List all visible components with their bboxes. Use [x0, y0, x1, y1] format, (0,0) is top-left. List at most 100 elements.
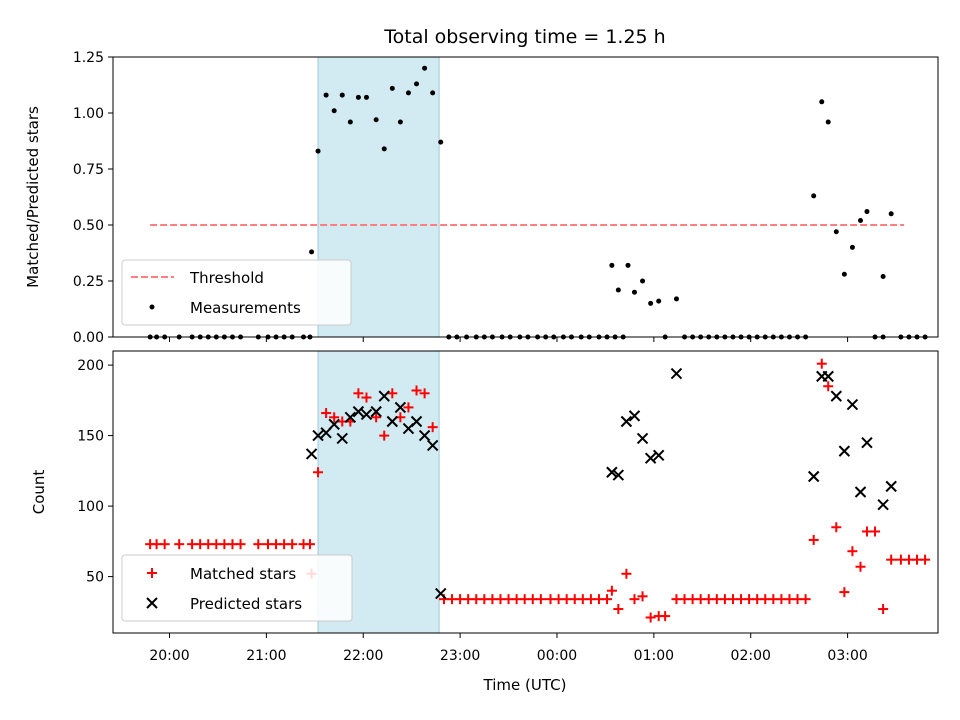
predicted-star-point	[370, 405, 382, 418]
matched-star-point	[353, 388, 364, 399]
measurements-legend-swatch	[149, 304, 155, 310]
y-tick-label: 50	[86, 570, 104, 586]
measurement-point	[438, 139, 444, 145]
measurement-point	[811, 193, 817, 199]
predicted-star-point	[612, 469, 625, 481]
matched-star-point	[637, 591, 648, 602]
top-axes-frame	[112, 56, 939, 338]
matched-star-point	[886, 554, 897, 565]
measurements-legend-label: Measurements	[190, 299, 301, 317]
matched-star-point	[878, 604, 889, 615]
x-tick-label: 01:00	[634, 648, 674, 664]
y-tick-label: 0.75	[73, 162, 104, 178]
chart-title: Total observing time = 1.25 h	[383, 26, 665, 48]
predicted-star-point	[620, 415, 633, 428]
predicted-star-point	[378, 390, 390, 402]
measurement-point	[331, 108, 337, 114]
predicted-star-point	[435, 587, 447, 600]
predicted-star-point	[628, 410, 641, 422]
x-tick-label: 03:00	[827, 648, 867, 664]
matched-star-point	[831, 522, 842, 533]
y-tick-label: 1.25	[73, 50, 104, 66]
matched-star-point	[920, 554, 931, 565]
y-tick-label: 1.00	[73, 106, 104, 122]
bottom-legend: Matched stars Predicted stars	[121, 554, 353, 622]
measurement-point	[414, 81, 420, 87]
matched-stars-legend-swatch	[147, 568, 157, 578]
bottom-legend-box	[121, 554, 353, 622]
bottom-axes-frame	[112, 350, 939, 634]
top-panel: 0.00 0.25 0.50 0.75 1.00 1.25 Matched/Predict…	[24, 50, 939, 346]
predicted-star-point	[644, 452, 657, 464]
measurements-series	[147, 65, 928, 340]
predicted-star-point	[838, 445, 851, 457]
measurement-point	[631, 289, 637, 295]
measurement-point	[315, 148, 321, 154]
measurement-point	[355, 94, 361, 100]
predicted-star-point	[846, 398, 859, 411]
measurement-point	[880, 274, 886, 280]
measurement-point	[825, 119, 831, 125]
measurement-point	[819, 99, 825, 105]
matched-star-point	[602, 594, 613, 605]
measurement-point	[609, 262, 615, 268]
matched-star-point	[855, 561, 866, 572]
measurement-point	[309, 249, 315, 255]
predicted-star-point	[410, 415, 423, 428]
matched-star-point	[660, 611, 671, 622]
predicted-star-point	[606, 466, 618, 478]
matched-star-point	[403, 402, 414, 413]
predicted-star-point	[830, 390, 842, 402]
predicted-star-point	[822, 370, 834, 383]
matched-star-point	[253, 539, 264, 550]
measurement-point	[615, 287, 621, 293]
measurement-point	[363, 94, 369, 100]
matched-stars-series	[145, 358, 931, 623]
matched-star-point	[629, 594, 640, 605]
matched-star-point	[361, 392, 372, 403]
measurement-point	[864, 209, 870, 215]
matched-star-point	[645, 612, 656, 623]
matched-star-point	[621, 568, 632, 579]
matched-star-point	[800, 594, 811, 605]
bottom-y-axis-label: Count	[30, 470, 48, 515]
measurement-point	[640, 278, 646, 284]
x-tick-label: 21:00	[246, 648, 286, 664]
measurement-point	[625, 262, 631, 268]
measurement-point	[849, 244, 855, 250]
measurement-point	[339, 92, 345, 98]
matched-star-point	[427, 422, 438, 433]
top-legend: Threshold Measurements	[121, 259, 352, 326]
predicted-star-point	[352, 405, 365, 418]
measurement-point	[841, 271, 847, 277]
matched-star-point	[847, 546, 858, 557]
measurement-point	[430, 90, 436, 96]
matched-star-point	[304, 539, 315, 550]
x-axis-label: Time (UTC)	[483, 676, 567, 694]
matched-star-point	[823, 381, 834, 392]
matched-star-point	[535, 594, 546, 605]
top-legend-box	[121, 259, 352, 326]
measurement-point	[381, 146, 387, 152]
matched-star-point	[606, 585, 617, 596]
bottom-y-ticks: 50 100 150 200	[77, 358, 113, 586]
top-y-ticks: 0.00 0.25 0.50 0.75 1.00 1.25	[73, 50, 113, 346]
predicted-star-point	[652, 449, 665, 462]
measurement-point	[422, 65, 428, 71]
predicted-star-point	[418, 429, 431, 442]
predicted-star-point	[807, 470, 820, 483]
measurement-point	[347, 119, 353, 125]
x-tick-label: 20:00	[149, 648, 189, 664]
predicted-star-point	[670, 367, 683, 380]
measurement-point	[373, 117, 379, 123]
measurement-point	[656, 298, 662, 304]
matched-star-point	[816, 358, 827, 369]
top-y-axis-label: Matched/Predicted stars	[24, 106, 42, 288]
matched-star-point	[159, 539, 170, 550]
y-tick-label: 100	[77, 499, 104, 515]
matched-star-point	[379, 430, 390, 441]
x-tick-label: 02:00	[731, 648, 771, 664]
predicted-star-point	[861, 436, 873, 449]
predicted-star-point	[877, 498, 889, 511]
measurement-point	[323, 92, 329, 98]
